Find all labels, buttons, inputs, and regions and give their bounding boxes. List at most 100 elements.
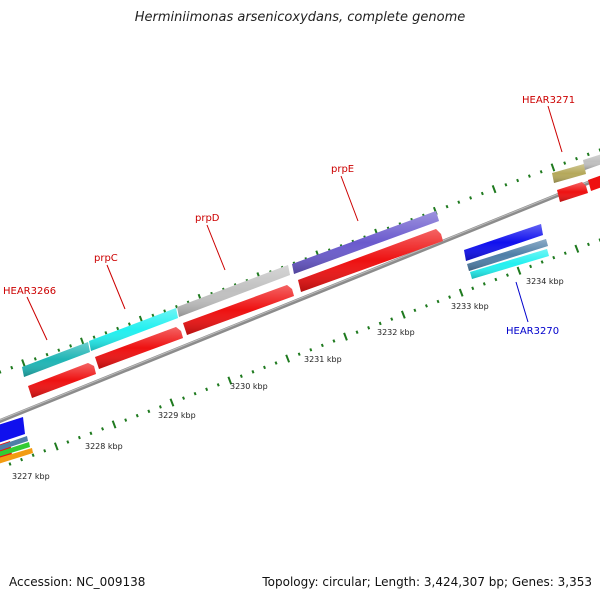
- minor-tick: [205, 387, 209, 392]
- minor-tick: [539, 170, 543, 174]
- minor-tick: [378, 321, 382, 326]
- minor-tick: [101, 427, 105, 431]
- gene-label-hear3271[interactable]: HEAR3271: [522, 95, 575, 106]
- major-tick: [227, 376, 233, 385]
- reverse-bar-orange-left[interactable]: [0, 448, 33, 465]
- minor-tick: [77, 435, 81, 440]
- minor-tick: [135, 413, 139, 418]
- minor-tick: [309, 348, 313, 352]
- accession-label: Accession: NC_009138: [9, 575, 146, 589]
- minor-tick: [471, 286, 475, 291]
- gene-label-prpd[interactable]: prpD: [195, 213, 220, 224]
- minor-tick: [320, 343, 324, 348]
- genome-backbone: [0, 175, 600, 424]
- minor-tick: [367, 326, 371, 330]
- minor-tick: [575, 156, 578, 161]
- scale-label: 3229 kbp: [158, 411, 196, 420]
- major-tick: [574, 244, 580, 253]
- minor-tick: [31, 453, 35, 457]
- major-tick: [21, 359, 26, 368]
- minor-tick: [193, 391, 197, 396]
- minor-tick: [158, 405, 162, 409]
- minor-tick: [494, 277, 498, 282]
- reverse-bar-steel-left[interactable]: [0, 436, 28, 452]
- scale-labels: 3227 kbp 3228 kbp 3229 kbp 3230 kbp 3231…: [12, 277, 564, 481]
- minor-tick: [33, 357, 37, 361]
- minor-tick: [0, 370, 2, 374]
- minor-tick: [69, 344, 73, 348]
- scale-label: 3227 kbp: [12, 472, 50, 481]
- minor-tick: [540, 260, 544, 264]
- minor-tick: [45, 352, 49, 357]
- gene-label-prpc[interactable]: prpC: [94, 253, 118, 264]
- minor-tick: [390, 317, 394, 321]
- gene-name-labels: HEAR3266 prpC prpD prpE HEAR3271 HEAR327…: [3, 95, 575, 337]
- inner-tick-marks: [8, 238, 600, 466]
- scale-label: 3234 kbp: [526, 277, 564, 286]
- major-tick: [458, 288, 464, 297]
- minor-tick: [413, 308, 417, 313]
- minor-tick: [504, 183, 508, 187]
- minor-tick: [457, 200, 461, 204]
- minor-tick: [424, 304, 428, 308]
- minor-tick: [297, 352, 301, 356]
- minor-tick: [505, 273, 509, 277]
- reverse-bar-green-left[interactable]: [0, 442, 30, 458]
- gene-label-hear3270[interactable]: HEAR3270: [506, 326, 559, 337]
- gene-features: [22, 154, 600, 377]
- label-leaders: [26, 105, 563, 341]
- minor-tick: [552, 255, 556, 260]
- reverse-strand-features: [0, 224, 549, 465]
- minor-tick: [116, 326, 120, 331]
- minor-tick: [527, 174, 531, 178]
- minor-tick: [89, 431, 93, 436]
- genome-backbone-highlight: [0, 176, 600, 421]
- reverse-bar-blue-left[interactable]: [0, 417, 25, 444]
- scale-label: 3232 kbp: [377, 328, 415, 337]
- minor-tick: [469, 196, 473, 200]
- major-tick: [343, 332, 348, 341]
- scale-label: 3230 kbp: [230, 382, 268, 391]
- minor-tick: [10, 365, 14, 370]
- minor-tick: [332, 339, 336, 343]
- gene-label-hear3266[interactable]: HEAR3266: [3, 286, 56, 297]
- minor-tick: [436, 299, 440, 304]
- minor-tick: [263, 365, 266, 370]
- minor-tick: [127, 322, 131, 326]
- major-tick: [400, 310, 406, 319]
- minor-tick: [529, 264, 533, 269]
- minor-tick: [66, 440, 70, 444]
- minor-tick: [175, 304, 178, 309]
- major-tick: [550, 163, 556, 172]
- minor-tick: [57, 348, 61, 352]
- gene-label-prpe[interactable]: prpE: [331, 164, 354, 175]
- minor-tick: [586, 152, 590, 157]
- minor-tick: [355, 330, 359, 334]
- minor-tick: [586, 242, 590, 247]
- minor-tick: [8, 462, 12, 466]
- minor-tick: [563, 161, 567, 165]
- major-tick: [491, 185, 497, 194]
- minor-tick: [163, 309, 167, 313]
- scale-label: 3233 kbp: [451, 302, 489, 311]
- minor-tick: [480, 191, 484, 196]
- major-tick: [111, 420, 117, 429]
- minor-tick: [448, 295, 452, 299]
- cds-arrows-forward: [0, 174, 600, 459]
- minor-tick: [43, 449, 47, 453]
- scale-label: 3231 kbp: [304, 355, 342, 364]
- minor-tick: [124, 418, 128, 422]
- minor-tick: [92, 335, 96, 339]
- minor-tick: [182, 396, 186, 400]
- major-tick: [285, 354, 291, 363]
- minor-tick: [216, 383, 220, 387]
- minor-tick: [445, 204, 449, 209]
- map-title: Herminiimonas arsenicoxydans, complete g…: [134, 10, 466, 25]
- minor-tick: [239, 374, 243, 378]
- major-tick: [169, 398, 175, 407]
- minor-tick: [251, 370, 255, 374]
- cds-arrow[interactable]: [588, 174, 600, 191]
- minor-tick: [516, 178, 520, 183]
- major-tick: [53, 442, 59, 451]
